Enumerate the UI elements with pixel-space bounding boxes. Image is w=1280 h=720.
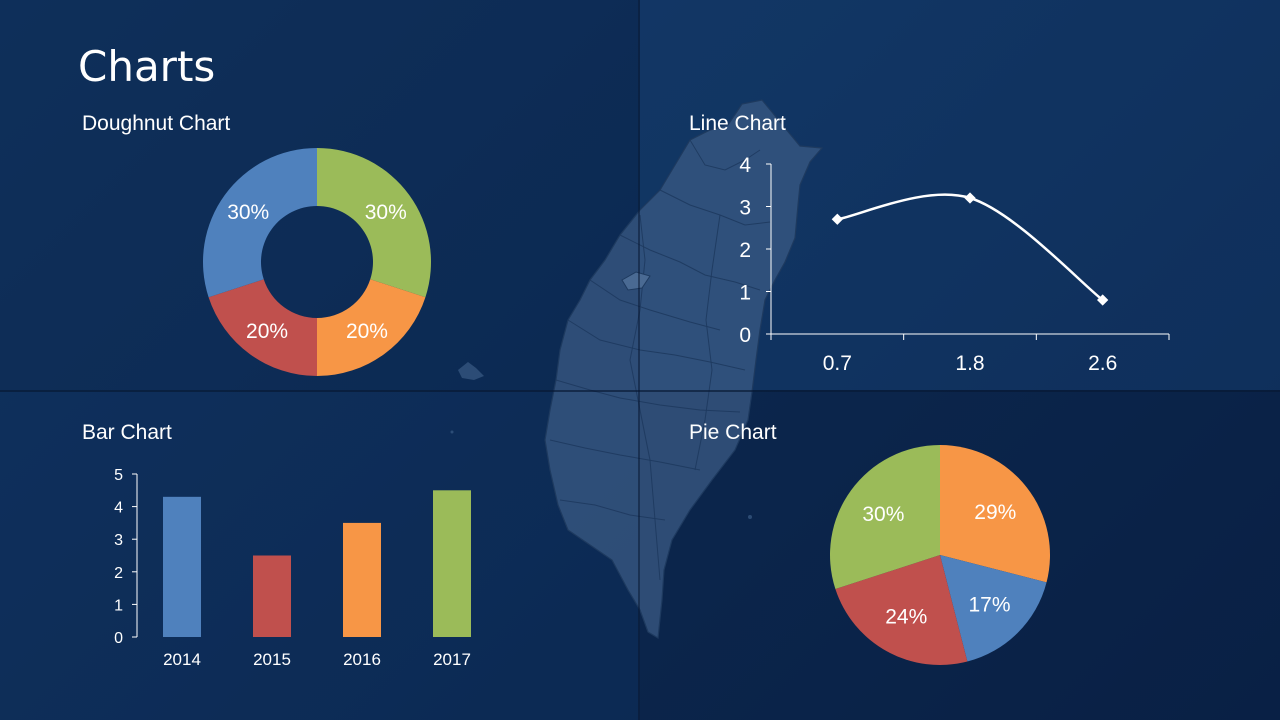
pie-data-label-0: 29% [974, 501, 1016, 524]
line-y-tick-label-3: 3 [739, 197, 751, 220]
bar-y-tick-label-5: 5 [114, 467, 123, 484]
pie-data-label-1: 17% [968, 593, 1010, 616]
pie-slice-0 [940, 445, 1050, 583]
line-y-tick-label-0: 0 [739, 324, 751, 347]
line-x-tick-label-2: 2.6 [1088, 352, 1117, 375]
bar-y-tick-label-3: 3 [114, 532, 123, 549]
horizontal-divider [0, 390, 1280, 392]
line-point-1 [964, 192, 976, 204]
line-y-tick-label-4: 4 [739, 154, 751, 177]
bar-2 [343, 522, 381, 637]
bar-y-tick-label-0: 0 [114, 630, 123, 647]
line-point-2 [1097, 294, 1109, 306]
bar-0 [163, 496, 201, 637]
doughnut-data-label-0: 30% [365, 201, 407, 224]
page-title: Charts [78, 42, 216, 91]
bar-panel [0, 392, 638, 720]
bar-x-tick-label-2: 2016 [343, 650, 381, 669]
pie-data-label-2: 24% [885, 605, 927, 628]
line-x-tick-label-0: 0.7 [823, 352, 852, 375]
bar-y-tick-label-1: 1 [114, 597, 123, 614]
line-y-tick-label-2: 2 [739, 239, 751, 262]
doughnut-slice-1 [317, 279, 426, 376]
pie-slice-2 [835, 555, 968, 665]
doughnut-data-label-3: 30% [227, 201, 269, 224]
doughnut-slice-2 [208, 279, 317, 376]
line-x-tick-label-1: 1.8 [955, 352, 984, 375]
doughnut-data-label-2: 20% [246, 320, 288, 343]
bar-3 [433, 490, 471, 637]
line-point-0 [831, 213, 843, 225]
pie-data-label-3: 30% [862, 503, 904, 526]
pie-slice-3 [830, 445, 940, 589]
pie-chart-title: Pie Chart [689, 421, 777, 444]
bar-1 [253, 555, 291, 637]
bar-x-tick-label-3: 2017 [433, 650, 471, 669]
doughnut-slice-0 [317, 148, 431, 298]
bar-y-tick-label-2: 2 [114, 565, 123, 582]
line-y-tick-label-1: 1 [739, 282, 751, 305]
line-chart-title: Line Chart [689, 112, 786, 135]
vertical-divider [638, 0, 640, 720]
pie-slice-1 [940, 555, 1047, 662]
bar-chart-title: Bar Chart [82, 421, 172, 444]
bar-x-tick-label-1: 2015 [253, 650, 291, 669]
bar-x-tick-label-0: 2014 [163, 650, 201, 669]
doughnut-chart-title: Doughnut Chart [82, 112, 231, 135]
line-series [837, 193, 1104, 301]
doughnut-data-label-1: 20% [346, 320, 388, 343]
bar-y-tick-label-4: 4 [114, 500, 123, 517]
doughnut-slice-3 [203, 148, 317, 298]
